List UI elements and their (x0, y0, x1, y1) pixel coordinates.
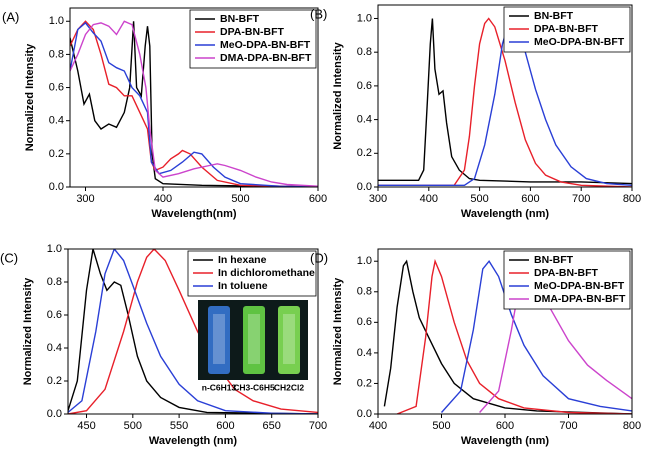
y-tick-label: 0.8 (357, 286, 372, 298)
y-tick-label: 0.4 (47, 342, 62, 354)
x-tick-label: 600 (521, 193, 539, 205)
x-axis-label: Wavelength (nm) (149, 435, 238, 447)
legend-label: BN-BFT (534, 254, 574, 266)
plot-frame (377, 248, 633, 415)
x-tick-label: 400 (420, 193, 438, 205)
x-tick-label: 800 (623, 193, 641, 205)
x-tick-label: 500 (432, 420, 450, 432)
x-tick-label: 800 (623, 420, 641, 432)
y-tick-label: 0.4 (357, 347, 372, 359)
y-tick-label: 0.0 (49, 181, 64, 193)
y-axis-label: Normalized Intensity (24, 43, 36, 151)
y-tick-label: 0.2 (47, 375, 62, 387)
vial (208, 306, 230, 374)
legend-label: MeO-DPA-BN-BFT (534, 280, 625, 292)
series-line (383, 259, 632, 414)
y-tick-label: 0.8 (47, 276, 62, 288)
y-tick-label: 0.2 (357, 147, 372, 159)
legend-label: In dichloromethane (218, 267, 315, 279)
y-tick-label: 1.0 (357, 12, 372, 24)
legend-label: In hexane (218, 254, 267, 266)
y-tick-label: 1.0 (47, 243, 62, 255)
legend-label: DMA-DPA-BN-BFT (534, 293, 626, 305)
x-tick-label: 500 (231, 193, 249, 205)
panel-label: (A) (2, 9, 19, 24)
panel-label: (B) (310, 6, 327, 21)
y-tick-label: 0.2 (49, 148, 64, 160)
legend-label: DMA-DPA-BN-BFT (220, 52, 312, 64)
x-tick-label: 450 (77, 420, 95, 432)
x-tick-label: 650 (263, 420, 281, 432)
series-line (378, 18, 632, 185)
y-tick-label: 0.8 (357, 46, 372, 58)
y-tick-label: 0.0 (357, 408, 372, 420)
y-tick-label: 0.0 (357, 181, 372, 193)
x-tick-label: 600 (309, 193, 327, 205)
series-line (378, 17, 632, 187)
y-tick-label: 1.0 (357, 255, 372, 267)
y-tick-label: 0.4 (357, 113, 372, 125)
y-axis-label: Normalized Intensity (332, 41, 344, 149)
x-tick-label: 400 (154, 193, 172, 205)
x-tick-label: 300 (76, 193, 94, 205)
series-line (70, 21, 318, 187)
x-tick-label: 600 (216, 420, 234, 432)
x-tick-label: 500 (124, 420, 142, 432)
plot-frame (69, 7, 319, 188)
legend-label: MeO-DPA-BN-BFT (220, 39, 311, 51)
x-tick-label: 700 (309, 420, 327, 432)
x-tick-label: 300 (369, 193, 387, 205)
x-tick-label: 700 (559, 420, 577, 432)
legend-label: BN-BFT (220, 13, 260, 25)
y-tick-label: 1.0 (49, 15, 64, 27)
x-tick-label: 400 (369, 420, 387, 432)
y-tick-label: 0.0 (47, 408, 62, 420)
y-tick-label: 0.6 (47, 309, 62, 321)
x-axis-label: Wavelength(nm) (151, 208, 236, 220)
y-tick-label: 0.6 (49, 81, 64, 93)
series-line (70, 21, 318, 187)
x-tick-label: 700 (572, 193, 590, 205)
inset-label: n-C6H13 (202, 382, 237, 392)
legend-label: DPA-BN-BFT (220, 26, 285, 38)
vial (243, 306, 265, 374)
y-tick-label: 0.8 (49, 48, 64, 60)
x-axis-label: Wavelength (nm) (461, 208, 550, 220)
y-tick-label: 0.6 (357, 80, 372, 92)
panel-label: (D) (310, 250, 328, 265)
x-tick-label: 550 (170, 420, 188, 432)
y-tick-label: 0.6 (357, 316, 372, 328)
inset-label: CH3-C6H5 (233, 382, 275, 392)
legend-label: BN-BFT (534, 10, 574, 22)
series-line (68, 249, 318, 414)
legend-label: In toluene (218, 280, 268, 292)
vial (278, 306, 300, 374)
y-tick-label: 0.4 (49, 115, 64, 127)
series-line (68, 249, 318, 414)
y-axis-label: Normalized Intensity (332, 277, 344, 385)
x-tick-label: 500 (470, 193, 488, 205)
x-tick-label: 600 (496, 420, 514, 432)
vial-glow (283, 314, 295, 364)
x-axis-label: Wavelength (nm) (461, 435, 550, 447)
series-line (70, 20, 318, 187)
legend-label: DPA-BN-BFT (534, 267, 599, 279)
panel-label: (C) (0, 250, 18, 265)
y-tick-label: 0.2 (357, 377, 372, 389)
series-line (396, 258, 632, 414)
legend-label: DPA-BN-BFT (534, 23, 599, 35)
plot-frame (377, 4, 633, 188)
inset-label: CH2Cl2 (274, 382, 305, 392)
series-line (68, 249, 318, 414)
y-axis-label: Normalized Intensity (22, 277, 34, 385)
vial-glow (213, 314, 225, 364)
legend-label: MeO-DPA-BN-BFT (534, 36, 625, 48)
vial-glow (248, 314, 260, 364)
plot-frame (67, 248, 319, 415)
